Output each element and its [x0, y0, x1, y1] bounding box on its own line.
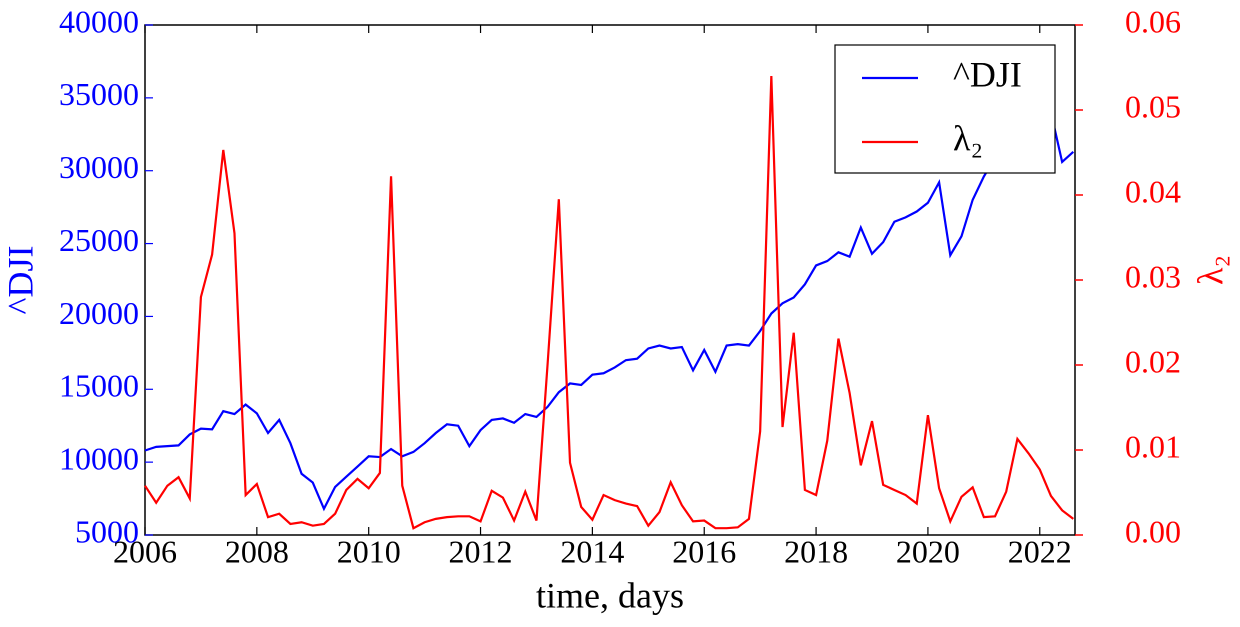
y-tick-label: 15000	[59, 368, 139, 404]
x-tick-label: 2014	[560, 533, 624, 569]
x-tick-label: 2018	[784, 533, 848, 569]
x-tick-label: 2022	[1008, 533, 1072, 569]
y2-axis-label: λ₂	[1190, 255, 1230, 285]
x-tick-label: 2016	[672, 533, 736, 569]
series-line	[144, 103, 1075, 512]
y-tick-label: 5000	[75, 513, 139, 549]
x-tick-label: 2008	[225, 533, 289, 569]
x-tick-label: 2006	[113, 533, 177, 569]
y2-tick-label: 0.02	[1125, 343, 1181, 379]
y2-tick-label: 0.01	[1125, 428, 1181, 464]
y2-tick-label: 0.04	[1125, 173, 1181, 209]
y2-tick-label: 0.03	[1125, 258, 1181, 294]
y-tick-label: 10000	[59, 440, 139, 476]
y2-tick-label: 0.05	[1125, 88, 1181, 124]
y-tick-label: 35000	[59, 76, 139, 112]
series-line	[144, 75, 1074, 530]
y-tick-label: 20000	[59, 295, 139, 331]
x-tick-label: 2012	[449, 533, 513, 569]
legend-label: ^DJI	[953, 54, 1022, 94]
y-axis-label: ^DJI	[0, 246, 40, 315]
y2-tick-label: 0.06	[1125, 3, 1181, 39]
y-tick-label: 40000	[59, 3, 139, 39]
legend-box	[834, 44, 1056, 174]
x-tick-label: 2020	[896, 533, 960, 569]
y-tick-label: 30000	[59, 149, 139, 185]
x-axis-label: time, days	[536, 575, 684, 615]
legend-label: λ₂	[953, 118, 983, 158]
y-tick-label: 25000	[59, 222, 139, 258]
x-tick-label: 2010	[337, 533, 401, 569]
y2-tick-label: 0.00	[1125, 513, 1181, 549]
